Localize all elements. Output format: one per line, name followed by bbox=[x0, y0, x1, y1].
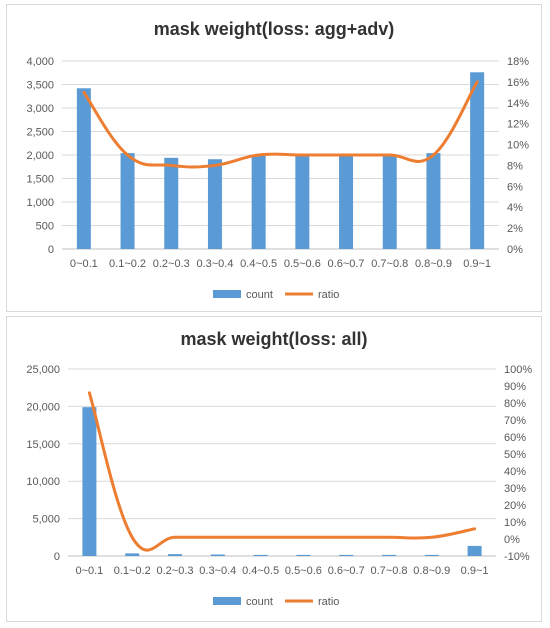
legend-swatch-count bbox=[213, 597, 241, 605]
bar-count bbox=[470, 72, 485, 249]
x-tick-label: 0.8~0.9 bbox=[413, 565, 450, 577]
bar-count bbox=[295, 155, 310, 249]
bar-count bbox=[168, 554, 182, 556]
legend-label-ratio: ratio bbox=[318, 596, 339, 608]
bar-count bbox=[164, 157, 179, 249]
y-right-tick-label: 40% bbox=[504, 466, 526, 478]
y-right-tick-label: 2% bbox=[507, 223, 523, 235]
y-right-tick-label: 100% bbox=[504, 364, 532, 376]
legend-label-count: count bbox=[246, 289, 273, 301]
bar-count bbox=[339, 554, 354, 556]
bar-count bbox=[296, 554, 311, 556]
chart-title: mask weight(loss: agg+adv) bbox=[153, 19, 395, 39]
y-right-tick-label: 10% bbox=[507, 140, 529, 152]
legend-swatch-count bbox=[213, 290, 241, 298]
y-left-tick-label: 3,500 bbox=[26, 80, 54, 92]
bar-count bbox=[82, 407, 97, 556]
x-tick-label: 0.5~0.6 bbox=[284, 258, 321, 270]
y-right-tick-label: 60% bbox=[504, 432, 526, 444]
x-tick-label: 0.8~0.9 bbox=[415, 258, 452, 270]
x-tick-label: 0~0.1 bbox=[70, 258, 98, 270]
y-right-tick-label: 10% bbox=[504, 517, 526, 529]
y-left-tick-label: 5,000 bbox=[32, 514, 60, 526]
x-tick-label: 0.5~0.6 bbox=[285, 565, 322, 577]
bar-count bbox=[253, 554, 268, 556]
x-tick-label: 0.9~1 bbox=[461, 565, 489, 577]
y-right-tick-label: 4% bbox=[507, 202, 523, 214]
x-tick-label: 0~0.1 bbox=[75, 565, 103, 577]
y-right-tick-label: 70% bbox=[504, 415, 526, 427]
y-right-tick-label: 12% bbox=[507, 119, 529, 131]
y-left-tick-label: 20,000 bbox=[26, 401, 60, 413]
chart-agg-adv: 0 500 1,000 1,500 2,000 2,500 3,000 3,500 4,000 0… bbox=[26, 56, 529, 301]
y-right-tick-label: 50% bbox=[504, 449, 526, 461]
y-left-tick-label: 2,500 bbox=[26, 127, 54, 139]
legend-label-ratio: ratio bbox=[318, 289, 339, 301]
chart-panel-all: mask weight(loss: all) 0 5,000 10,000 15,00… bbox=[6, 316, 542, 622]
legend: count ratio bbox=[213, 289, 339, 301]
chart-title: mask weight(loss: all) bbox=[180, 329, 368, 349]
bar-count bbox=[382, 155, 397, 249]
bar-count bbox=[339, 155, 354, 249]
y-left-tick-label: 3,000 bbox=[26, 103, 54, 115]
bar-count bbox=[76, 88, 91, 249]
y-right-tick-label: 18% bbox=[507, 56, 529, 68]
x-tick-label: 0.1~0.2 bbox=[109, 258, 146, 270]
x-tick-label: 0.9~1 bbox=[463, 258, 491, 270]
x-tick-label: 0.7~0.8 bbox=[371, 258, 408, 270]
x-tick-label: 0.7~0.8 bbox=[370, 565, 407, 577]
bar-count bbox=[424, 554, 439, 556]
y-left-tick-label: 2,000 bbox=[26, 150, 54, 162]
line-ratio bbox=[82, 80, 479, 169]
y-left-tick-label: 25,000 bbox=[26, 364, 60, 376]
bar-count bbox=[120, 153, 135, 249]
x-tick-label: 0.3~0.4 bbox=[196, 258, 233, 270]
y-right-tick-label: 90% bbox=[504, 381, 526, 393]
x-tick-label: 0.2~0.3 bbox=[153, 258, 190, 270]
bar-count bbox=[382, 554, 396, 556]
x-tick-label: 0.4~0.5 bbox=[240, 258, 277, 270]
y-left-tick-label: 4,000 bbox=[26, 56, 54, 68]
y-left-tick-label: 500 bbox=[36, 221, 54, 233]
y-right-tick-label: 16% bbox=[507, 77, 529, 89]
bar-count bbox=[251, 155, 266, 249]
bar-count bbox=[426, 153, 441, 249]
bar-count bbox=[210, 554, 225, 556]
y-right-tick-label: 14% bbox=[507, 98, 529, 110]
x-tick-label: 0.6~0.7 bbox=[328, 565, 365, 577]
y-right-tick-label: 30% bbox=[504, 483, 526, 495]
y-left-tick-label: 15,000 bbox=[26, 439, 60, 451]
y-right-tick-label: 6% bbox=[507, 181, 523, 193]
line-ratio bbox=[87, 391, 477, 552]
y-right-tick-label: 0% bbox=[507, 244, 523, 256]
bar-count bbox=[125, 553, 140, 556]
y-left-tick-label: 1,500 bbox=[26, 174, 54, 186]
bar-count bbox=[467, 545, 482, 556]
chart-panel-agg-adv: mask weight(loss: agg+adv) 0 500 1,000 1,50… bbox=[6, 4, 542, 312]
y-right-tick-label: 80% bbox=[504, 398, 526, 410]
y-left-tick-label: 0 bbox=[48, 244, 54, 256]
y-left-tick-label: 0 bbox=[54, 551, 60, 563]
chart-all: 0 5,000 10,000 15,000 20,000 25,000 -10% 0% 10% 2… bbox=[26, 364, 532, 608]
x-tick-label: 0.3~0.4 bbox=[199, 565, 236, 577]
y-left-tick-label: 10,000 bbox=[26, 476, 60, 488]
x-tick-label: 0.1~0.2 bbox=[114, 565, 151, 577]
y-right-tick-label: 0% bbox=[504, 534, 520, 546]
y-right-tick-label: 8% bbox=[507, 160, 523, 172]
x-tick-label: 0.6~0.7 bbox=[328, 258, 365, 270]
bar-count bbox=[207, 159, 222, 249]
y-right-tick-label: -10% bbox=[504, 551, 530, 563]
x-tick-label: 0.4~0.5 bbox=[242, 565, 279, 577]
y-left-tick-label: 1,000 bbox=[26, 197, 54, 209]
x-tick-label: 0.2~0.3 bbox=[156, 565, 193, 577]
legend-label-count: count bbox=[246, 596, 273, 608]
legend: count ratio bbox=[213, 596, 339, 608]
y-right-tick-label: 20% bbox=[504, 500, 526, 512]
